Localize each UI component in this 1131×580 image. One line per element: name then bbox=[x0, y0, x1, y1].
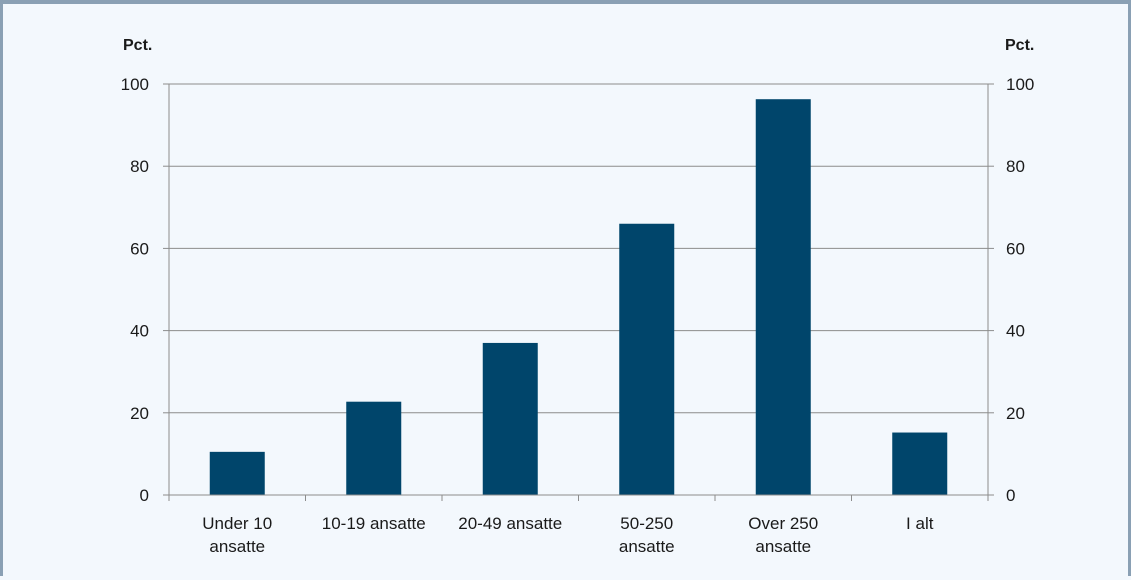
bar bbox=[482, 342, 538, 495]
y-tick-label-right: 40 bbox=[1006, 322, 1025, 341]
bar bbox=[346, 401, 402, 495]
y-tick-label-right: 80 bbox=[1006, 157, 1025, 176]
y-tick-label-left: 20 bbox=[130, 404, 149, 423]
y-tick-label-right: 0 bbox=[1006, 486, 1015, 505]
y-axis-right-ticks: 0 20 40 60 80 100 bbox=[988, 75, 1034, 505]
x-category-label: Over 250 ansatte bbox=[748, 514, 818, 556]
bar bbox=[892, 432, 948, 495]
y-tick-label-right: 60 bbox=[1006, 239, 1025, 258]
y-tick-label-right: 100 bbox=[1006, 75, 1034, 94]
x-category-label: 10-19 ansatte bbox=[322, 514, 426, 533]
y-tick-label-left: 0 bbox=[140, 486, 149, 505]
y-tick-label-left: 60 bbox=[130, 239, 149, 258]
y-tick-label-left: 80 bbox=[130, 157, 149, 176]
axes bbox=[168, 84, 989, 501]
bars bbox=[209, 99, 948, 496]
x-category-label: 50-250 ansatte bbox=[619, 514, 675, 556]
bar-chart: 0 20 40 60 80 100 0 20 40 60 80 100 Under 10 ansatt… bbox=[121, 37, 1035, 556]
y-tick-label-left: 100 bbox=[121, 75, 149, 94]
bar bbox=[209, 451, 265, 495]
y-axis-left-ticks: 0 20 40 60 80 100 bbox=[121, 75, 169, 505]
bar bbox=[619, 223, 675, 496]
x-category-label: I alt bbox=[906, 514, 934, 533]
y-tick-label-right: 20 bbox=[1006, 404, 1025, 423]
gridlines bbox=[169, 83, 988, 414]
y-axis-right-unit: Pct. bbox=[1005, 37, 1034, 54]
y-axis-left-unit: Pct. bbox=[123, 37, 152, 54]
x-category-label: 20-49 ansatte bbox=[458, 514, 562, 533]
x-category-label: Under 10 ansatte bbox=[202, 514, 272, 556]
bar bbox=[755, 99, 811, 495]
y-tick-label-left: 40 bbox=[130, 322, 149, 341]
x-axis-labels: Under 10 ansatte 10-19 ansatte 20-49 ansatt… bbox=[202, 514, 933, 556]
